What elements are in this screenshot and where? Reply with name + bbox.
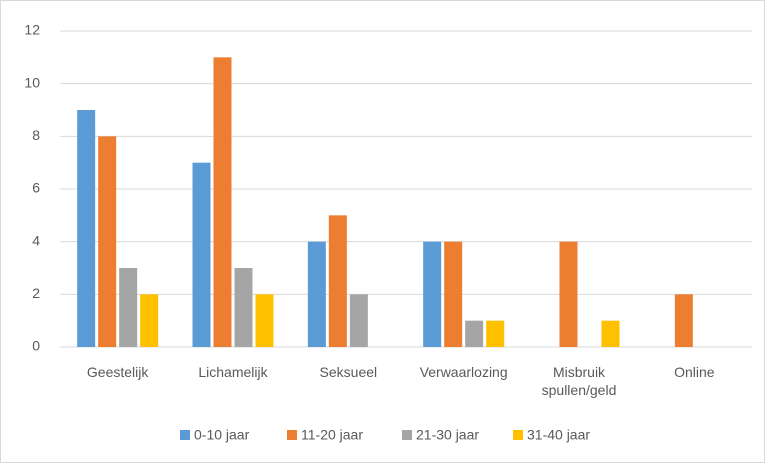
bar (77, 110, 96, 347)
legend-swatch (180, 430, 190, 440)
bar (140, 294, 159, 347)
y-tick-label: 0 (32, 338, 40, 354)
y-tick-label: 10 (24, 74, 40, 90)
bar (213, 57, 232, 347)
y-tick-label: 2 (32, 285, 40, 301)
bar (349, 294, 368, 347)
x-tick-label: Verwaarlozing (419, 364, 508, 380)
y-tick-label: 8 (32, 127, 40, 143)
legend-label: 11-20 jaar (301, 427, 363, 443)
bar (444, 241, 463, 347)
bar (234, 268, 253, 347)
legend-label: 31-40 jaar (527, 427, 590, 443)
bar (674, 294, 693, 347)
y-tick-label: 4 (32, 232, 40, 248)
bar (559, 241, 578, 347)
bar (119, 268, 138, 347)
bar (486, 320, 505, 347)
legend-swatch (513, 430, 523, 440)
x-tick-label: Misbruik spullen/geld (541, 364, 617, 398)
bar (423, 241, 442, 347)
legend-label: 21-30 jaar (416, 427, 479, 443)
bar (192, 162, 211, 347)
legend-swatch (402, 430, 412, 440)
x-tick-label: Seksueel (319, 364, 378, 380)
y-tick-label: 6 (32, 180, 40, 196)
x-tick-label: Geestelijk (86, 364, 149, 380)
legend-swatch (287, 430, 297, 440)
bar (307, 241, 326, 347)
legend-label: 0-10 jaar (194, 427, 250, 443)
x-tick-label: Online (674, 364, 715, 380)
bar (328, 215, 347, 347)
bar (255, 294, 274, 347)
x-tick-label: Lichamelijk (198, 364, 268, 380)
bar (98, 136, 117, 347)
y-tick-label: 12 (24, 22, 40, 38)
bar (465, 320, 484, 347)
bar (601, 320, 620, 347)
